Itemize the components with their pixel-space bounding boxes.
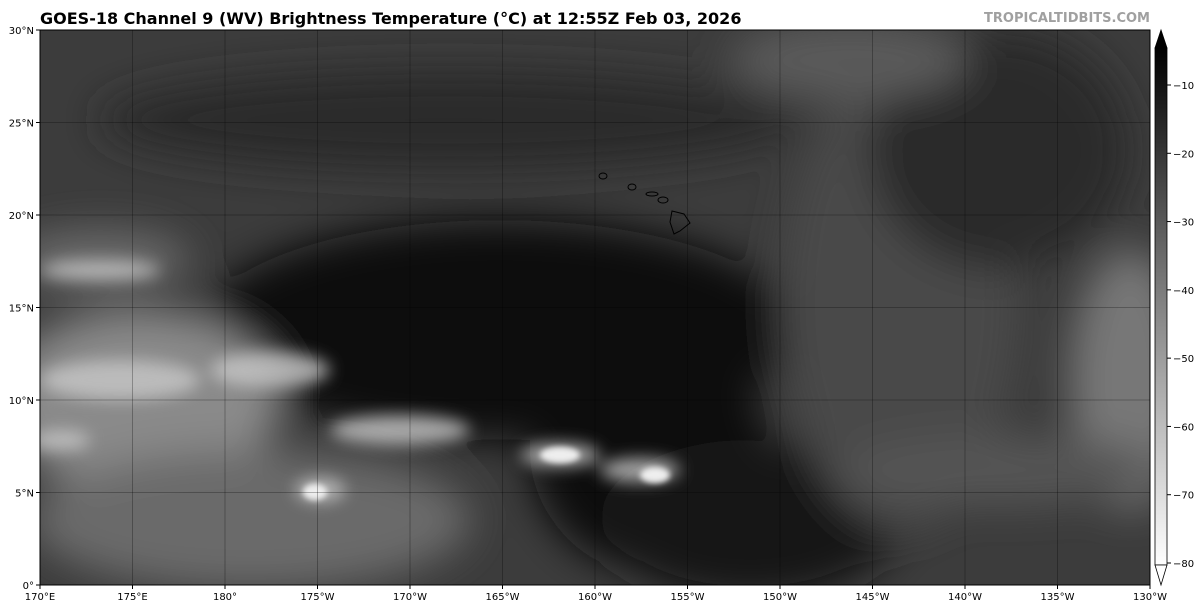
- graticule: [40, 30, 1150, 585]
- lat-tick-label: 30°N: [9, 26, 34, 37]
- lon-tick-label: 135°W: [1041, 592, 1075, 603]
- lon-tick-label: 175°W: [301, 592, 335, 603]
- colorbar-tick-label: −10: [1173, 81, 1194, 92]
- lon-tick-label: 130°W: [1133, 592, 1167, 603]
- colorbar-extend-cold: [1154, 564, 1168, 587]
- lat-tick-label: 20°N: [9, 211, 34, 222]
- colorbar: −10 −20 −30 −40 −50 −60 −70 −80: [1154, 28, 1194, 587]
- lon-tick-label: 160°W: [578, 592, 612, 603]
- lat-tick-label: 25°N: [9, 119, 34, 130]
- colorbar-gradient: [1154, 47, 1168, 566]
- lon-tick-label: 150°W: [763, 592, 797, 603]
- lon-tick-label: 145°W: [856, 592, 890, 603]
- lon-tick-label: 170°W: [393, 592, 427, 603]
- lon-tick-label: 180°: [213, 592, 237, 603]
- brand-watermark: TROPICALTIDBITS.COM: [984, 11, 1150, 26]
- lon-tick-label: 165°W: [486, 592, 520, 603]
- colorbar-tick-label: −50: [1173, 354, 1194, 365]
- lat-tick-label: 15°N: [9, 304, 34, 315]
- colorbar-tick-label: −70: [1173, 491, 1194, 502]
- lon-tick-label: 140°W: [948, 592, 982, 603]
- map-title: GOES-18 Channel 9 (WV) Brightness Temper…: [40, 9, 742, 28]
- lat-tick-label: 5°N: [15, 489, 34, 500]
- colorbar-tick-label: −60: [1173, 422, 1194, 433]
- colorbar-tick-label: −30: [1173, 218, 1194, 229]
- lon-tick-label: 155°W: [671, 592, 705, 603]
- lat-tick-label: 0°: [23, 581, 34, 592]
- colorbar-tick-label: −20: [1173, 149, 1194, 160]
- lat-tick-label: 10°N: [9, 396, 34, 407]
- lon-tick-label: 170°E: [25, 592, 55, 603]
- hawaii-coastline: [598, 172, 691, 235]
- imagery: [40, 30, 1150, 585]
- axis-ticks: 170°E 175°E 180° 175°W 170°W 165°W 160°W 155°W 1…: [9, 26, 1167, 603]
- colorbar-tick-label: −40: [1173, 286, 1194, 297]
- colorbar-tick-label: −80: [1173, 559, 1194, 570]
- lon-tick-label: 175°E: [117, 592, 147, 603]
- colorbar-extend-warm: [1154, 28, 1168, 49]
